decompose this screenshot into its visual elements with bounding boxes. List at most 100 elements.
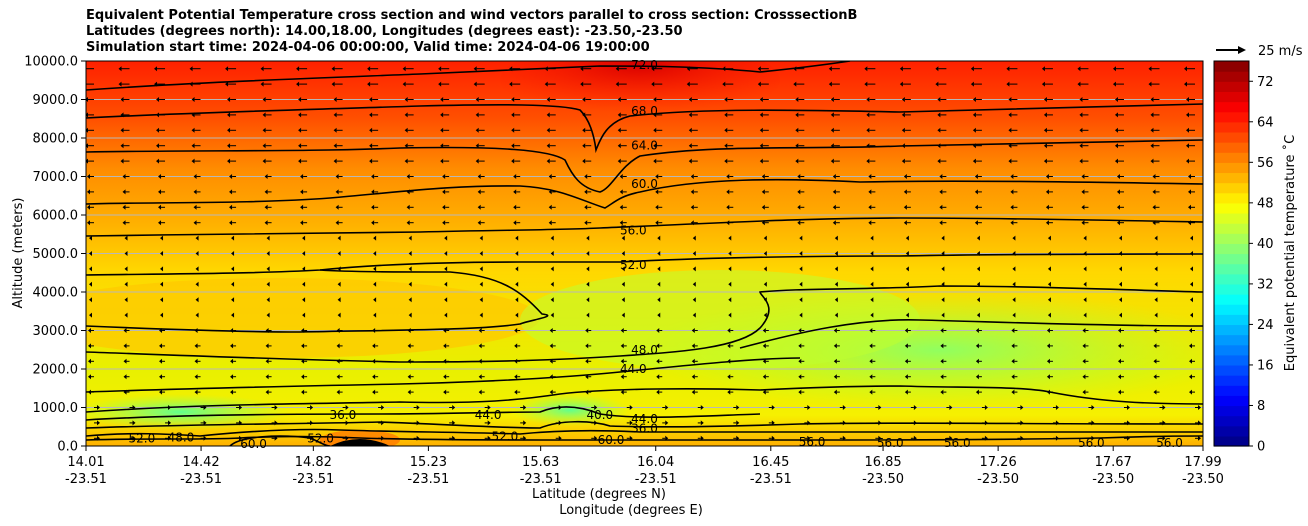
wind-vector-head (266, 297, 270, 303)
x-axis-label-lat: Latitude (degrees N) (532, 487, 666, 502)
colorbar-tick-label: 16 (1257, 358, 1274, 373)
wind-vector-head (691, 343, 695, 349)
contour-label: 56.0 (1156, 436, 1183, 450)
wind-vector-head (619, 174, 623, 179)
wind-vector-head (372, 358, 376, 364)
wind-vector-head (949, 435, 953, 441)
wind-vector-head (372, 328, 376, 333)
wind-vector-head (514, 389, 518, 395)
y-tick-label: 5000.0 (33, 247, 79, 262)
wind-vector-head (231, 251, 235, 256)
wind-vector-head (970, 66, 974, 72)
wind-vector-head (656, 343, 660, 349)
wind-vector-head (444, 251, 448, 256)
wind-vector-head (118, 66, 122, 72)
wind-vector-head (381, 420, 385, 426)
wind-vector-head (617, 143, 621, 149)
wind-vector-head (298, 112, 302, 118)
wind-vector-head (97, 420, 100, 426)
colorbar-segment (1214, 395, 1249, 407)
wind-vector-head (195, 235, 199, 241)
colorbar-segment (1214, 162, 1249, 174)
wind-vector-head (89, 266, 92, 272)
wind-vector-head (487, 435, 491, 441)
wind-vector-head (515, 297, 519, 303)
wind-vector-head (159, 389, 163, 395)
wind-vector-head (440, 158, 444, 164)
wind-vector-head (619, 204, 623, 210)
wind-vector-head (974, 204, 978, 210)
wind-vector-head (759, 97, 763, 102)
wind-vector-head (158, 189, 162, 195)
wind-vector-head (310, 420, 314, 426)
wind-vector-head (442, 174, 446, 179)
wind-vector-head (869, 389, 873, 395)
wind-vector-head (870, 266, 874, 272)
wind-vector-head (903, 189, 907, 195)
wind-vector-head (653, 158, 657, 164)
x-tick-label-lat: 15.23 (410, 455, 447, 470)
wind-vector-head (656, 374, 660, 380)
wind-vector-head (761, 220, 765, 226)
wind-vector-head (1154, 235, 1158, 241)
wind-vector-head (585, 358, 589, 364)
wind-vector-head (475, 127, 479, 133)
wind-vector-head (87, 189, 90, 195)
wind-vector-head (1126, 420, 1130, 426)
contour-48 (86, 285, 1203, 363)
wind-vector-head (621, 281, 625, 287)
x-axis: 14.01 -23.51 14.42 -23.51 14.82 -23.51 15.23 -2… (65, 446, 1224, 487)
wind-vector-head (941, 266, 945, 272)
wind-vector-head (1188, 189, 1191, 195)
wind-vector-head (761, 174, 765, 179)
wind-vector-head (657, 281, 661, 287)
wind-vector-head (154, 81, 158, 87)
wind-vector-head (513, 204, 517, 210)
wind-vector-head (905, 266, 909, 272)
wind-vector-head (736, 405, 740, 410)
wind-vector-head (727, 389, 731, 395)
wind-vector-head (260, 66, 264, 72)
wind-vector-head (655, 189, 659, 195)
contour-label: 60.0 (631, 177, 658, 191)
wind-vector-head (1126, 435, 1130, 441)
wind-vector-head (586, 266, 590, 272)
wind-vector-head (1190, 251, 1193, 256)
wind-vector-head (795, 158, 799, 164)
wind-vector-head (1116, 220, 1120, 226)
wind-vector-head (156, 158, 160, 164)
wind-vector-head (975, 343, 979, 349)
wind-vector-head (227, 127, 231, 133)
wind-vector-head (87, 204, 90, 210)
wind-vector-head (266, 235, 270, 241)
wind-vector-head (296, 66, 300, 72)
wind-vector-head (976, 251, 980, 256)
wind-vector-head (584, 189, 588, 195)
wind-vector-head (655, 220, 659, 226)
wind-vector-head (905, 297, 909, 303)
wind-vector-head (475, 97, 479, 102)
wind-vector-head (724, 143, 728, 149)
wind-vector-head (262, 143, 266, 149)
wind-vector-head (620, 358, 624, 364)
wind-vector-head (523, 405, 527, 410)
wind-vector-head (736, 435, 740, 441)
wind-vector-head (793, 66, 797, 72)
wind-vector-head (337, 312, 341, 318)
wind-vector-head (333, 158, 337, 164)
wind-vector-head (301, 358, 305, 364)
wind-vector-head (757, 66, 761, 72)
wind-vector-head (621, 235, 625, 241)
y-tick-label: 9000.0 (33, 93, 79, 108)
colorbar-label: Equivalent potential temperature ˚C (1282, 135, 1298, 371)
wind-vector-head (621, 297, 625, 303)
wind-vector-head (310, 435, 314, 441)
wind-vector-head (191, 143, 195, 149)
wind-vector-head (582, 127, 586, 133)
wind-vector-head (407, 389, 411, 395)
colorbar-segment (1214, 101, 1249, 113)
wind-vector-head (686, 81, 690, 87)
wind-vector-head (371, 174, 375, 179)
wind-vector-head (333, 127, 337, 133)
wind-vector-head (1189, 343, 1192, 349)
